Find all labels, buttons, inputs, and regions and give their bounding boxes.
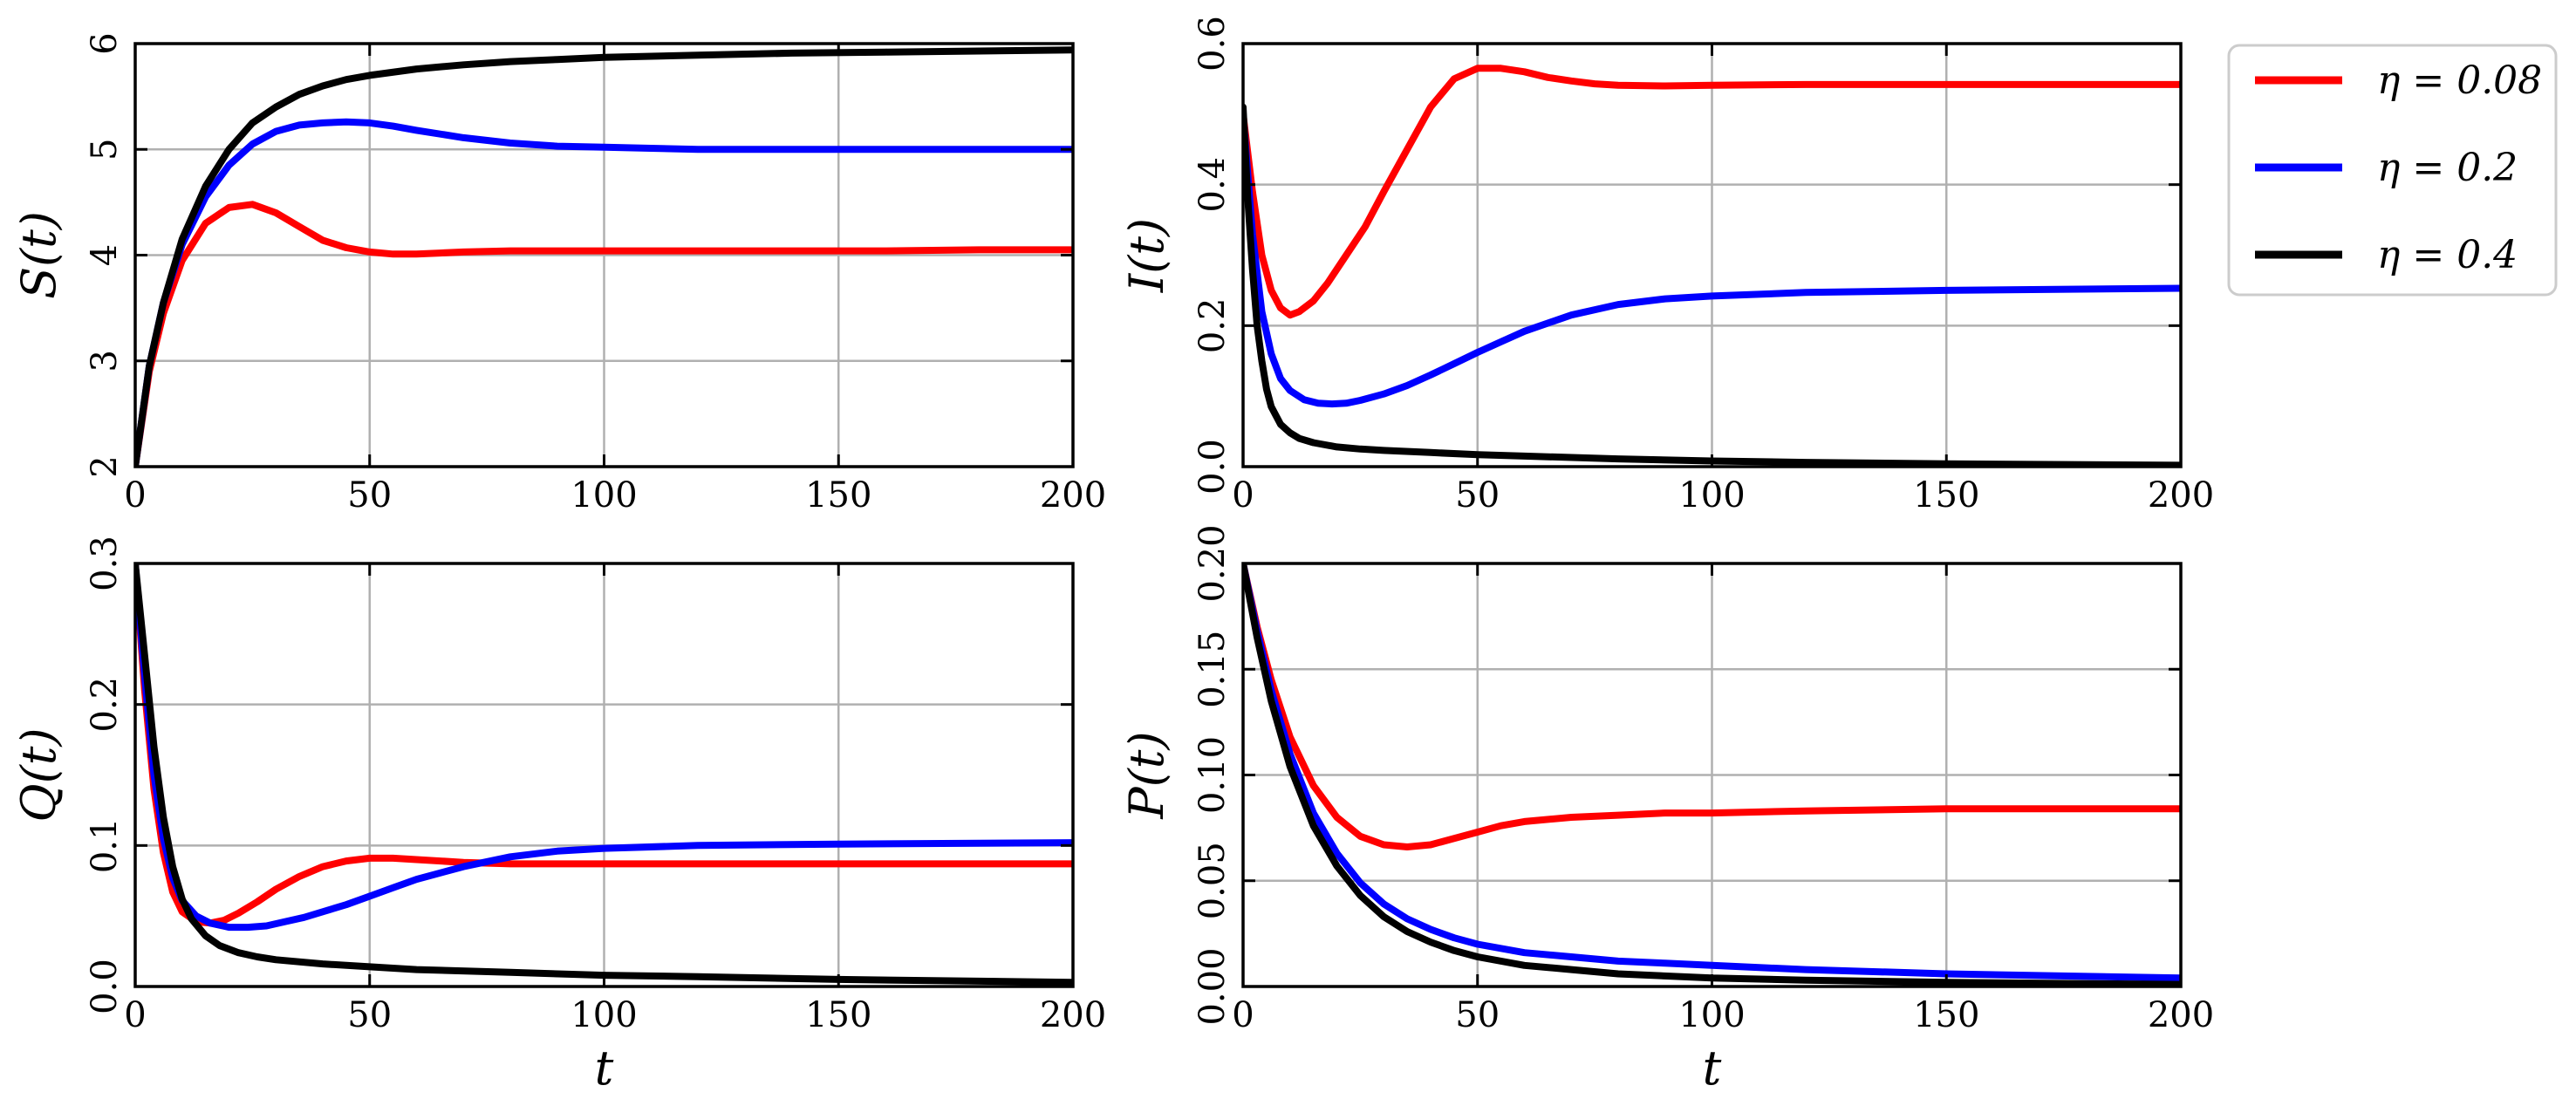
series-line-0 (135, 563, 1073, 927)
y-tick-label: 3 (85, 350, 125, 372)
y-tick-label: 4 (85, 244, 125, 266)
y-axis-label: I(t) (1119, 218, 1174, 293)
series-line-2 (135, 563, 1073, 987)
y-tick-label: 0.05 (1192, 842, 1233, 919)
y-tick-label: 0.4 (1192, 157, 1233, 213)
series-line-2 (1243, 103, 2181, 467)
x-tick-label: 100 (1678, 475, 1745, 515)
y-axis-label: Q(t) (11, 727, 66, 822)
x-tick-label: 150 (805, 995, 871, 1035)
x-tick-label: 150 (805, 475, 871, 515)
legend-label-0: η = 0.08 (2377, 58, 2542, 103)
x-tick-label: 0 (1232, 995, 1254, 1035)
y-axis-label: P(t) (1119, 731, 1174, 819)
legend: η = 0.08 η = 0.2 η = 0.4 (2227, 44, 2558, 297)
legend-frame (2227, 44, 2558, 297)
y-tick-label: 0.10 (1192, 736, 1233, 814)
y-tick-label: 5 (85, 139, 125, 160)
panel-bottom-right: 0 50 100 150 200 0.00 0.05 0.10 0.15 0.20 P(t) t (1119, 524, 2214, 1096)
y-tick-label: 0.1 (85, 818, 125, 874)
x-tick-label: 200 (1040, 995, 1106, 1035)
x-tick-label: 50 (347, 995, 392, 1035)
x-axis-label: t (1703, 1041, 1722, 1096)
y-tick-label: 0.20 (1192, 524, 1233, 602)
series-line-1 (135, 118, 1073, 467)
x-tick-label: 50 (1455, 475, 1500, 515)
x-tick-label: 150 (1913, 475, 1979, 515)
panel-bottom-left: 0 50 100 150 200 0.0 0.1 0.2 0.3 Q(t) t (11, 536, 1106, 1096)
y-tick-label: 0.00 (1192, 947, 1233, 1025)
y-tick-label: 6 (85, 32, 125, 54)
y-tick-label: 0.15 (1192, 631, 1233, 708)
series-line-2 (135, 46, 1073, 467)
x-tick-label: 200 (1040, 475, 1106, 515)
x-tick-label: 200 (2148, 995, 2214, 1035)
x-axis-label: t (595, 1041, 614, 1096)
y-tick-label: 0.3 (85, 536, 125, 591)
panel-top-right: 0 50 100 150 200 0.0 0.2 0.4 0.6 I(t) (1119, 16, 2214, 515)
y-tick-label: 0.0 (1192, 439, 1233, 495)
y-tick-label: 0.2 (1192, 298, 1233, 354)
y-tick-label: 0.2 (85, 677, 125, 733)
series-line-0 (1243, 65, 2181, 319)
x-tick-label: 100 (571, 995, 637, 1035)
series-line-1 (1243, 110, 2181, 408)
series-line-0 (135, 201, 1073, 467)
x-tick-label: 100 (571, 475, 637, 515)
y-axis-label: S(t) (11, 211, 66, 299)
y-tick-label: 0.0 (85, 959, 125, 1014)
x-tick-label: 0 (1232, 475, 1254, 515)
x-tick-label: 100 (1678, 995, 1745, 1035)
x-tick-label: 0 (124, 995, 146, 1035)
series-line-1 (1243, 563, 2181, 982)
x-tick-label: 50 (347, 475, 392, 515)
series-line-0 (1243, 563, 2181, 850)
panel-top-left: 0 50 100 150 200 2 3 4 5 6 S(t) (11, 32, 1106, 515)
x-tick-label: 50 (1455, 995, 1500, 1035)
x-tick-label: 200 (2148, 475, 2214, 515)
legend-label-2: η = 0.4 (2377, 233, 2518, 277)
y-tick-label: 2 (85, 455, 125, 477)
x-tick-label: 150 (1913, 995, 1979, 1035)
legend-label-1: η = 0.2 (2377, 146, 2518, 190)
x-tick-label: 0 (124, 475, 146, 515)
y-tick-label: 0.6 (1192, 16, 1233, 72)
